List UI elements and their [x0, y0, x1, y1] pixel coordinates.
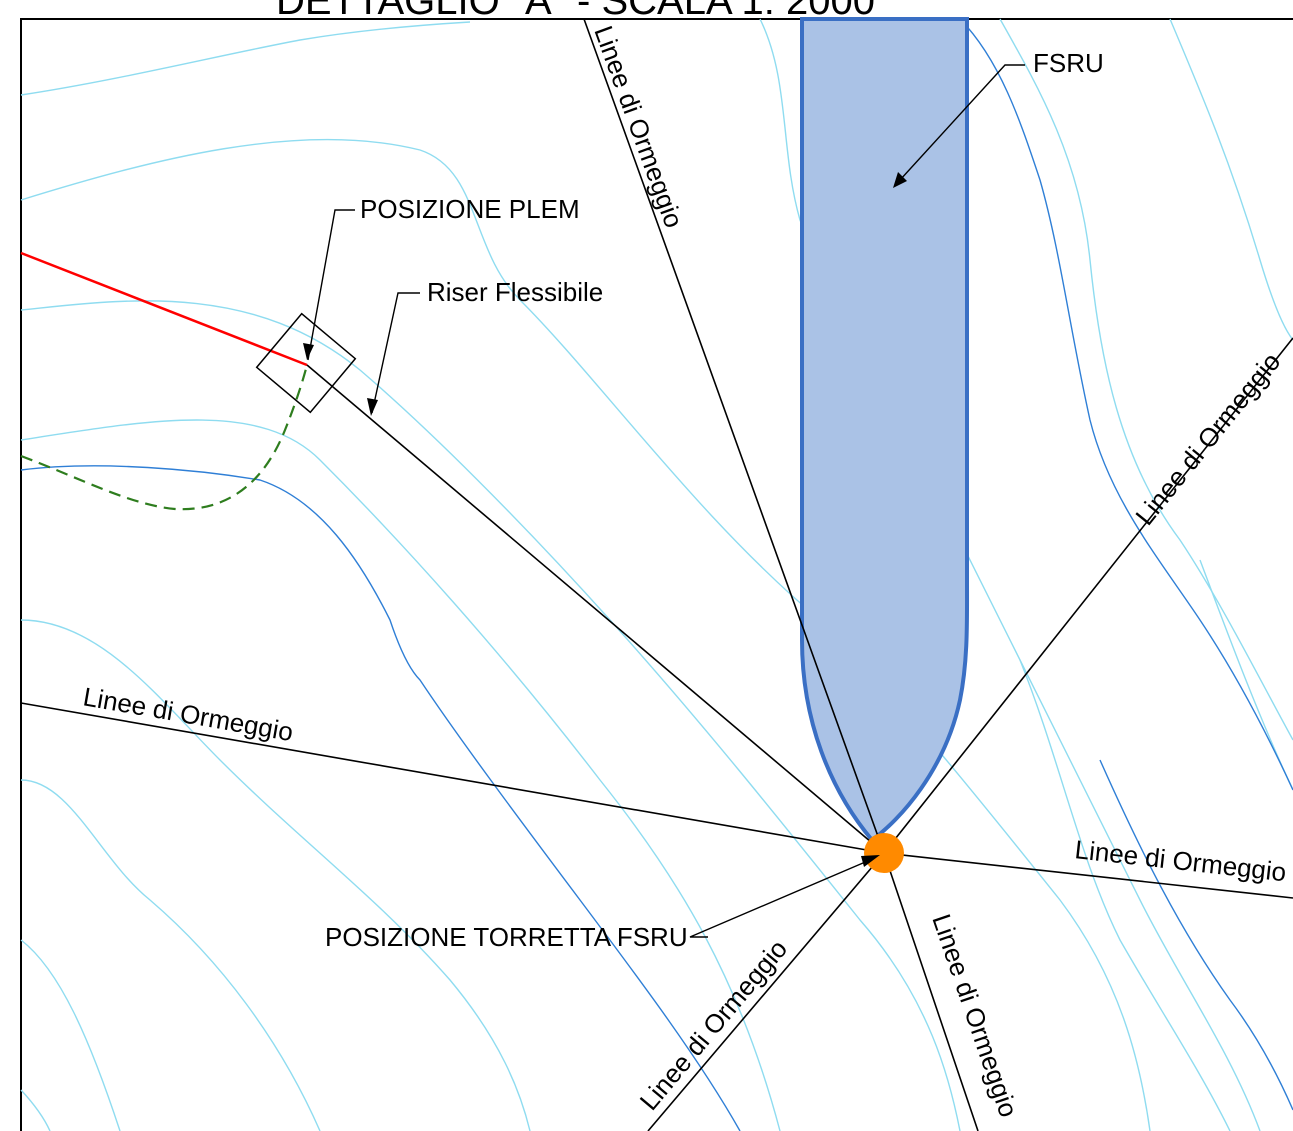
plem-arrowhead — [303, 343, 314, 360]
riser-leader — [371, 292, 420, 414]
contour-line — [999, 18, 1293, 741]
riser-line — [306, 364, 885, 854]
drawing-title: DETTAGLIO "A" - SCALA 1: 2000 — [276, 0, 875, 23]
contour-line — [1169, 18, 1293, 341]
mooring-line-northeast — [883, 337, 1293, 854]
contour-line — [959, 18, 1293, 791]
bathymetry-contours — [20, 18, 1293, 1131]
turret-marker — [864, 833, 904, 873]
contour-line — [1019, 659, 1231, 1131]
mooring-label-south: Linee di Ormeggio — [926, 910, 1024, 1121]
contour-line — [20, 21, 471, 96]
fsru-arrowhead — [893, 172, 907, 188]
contour-line — [20, 419, 781, 1131]
contour-line — [759, 18, 1261, 1131]
turret-arrowhead — [861, 855, 880, 867]
contour-line — [1099, 759, 1293, 1111]
mooring-label-north: Linee di Ormeggio — [588, 22, 689, 232]
fsru-label: FSRU — [1033, 48, 1104, 78]
drawing-frame — [20, 18, 1293, 1131]
dashed-route — [20, 364, 309, 511]
contour-line — [20, 779, 321, 1131]
leaders — [303, 64, 1025, 938]
contour-line — [20, 138, 1151, 1131]
riser-label: Riser Flessibile — [427, 277, 603, 307]
mooring-line-east — [883, 852, 1293, 899]
mooring-line-north — [583, 18, 885, 854]
contour-line — [20, 619, 531, 1131]
mooring-lines — [20, 18, 1293, 1131]
plem-square — [255, 312, 357, 414]
contour-line — [20, 465, 741, 1131]
mooring-line-south — [883, 852, 979, 1131]
mooring-label-east: Linee di Ormeggio — [1073, 834, 1287, 887]
mooring-label-northeast: Linee di Ormeggio — [1129, 347, 1286, 531]
mooring-label-west: Linee di Ormeggio — [81, 681, 295, 747]
mooring-label-southwest: Linee di Ormeggio — [634, 934, 794, 1116]
mooring-line-southwest — [647, 852, 885, 1131]
contour-line — [20, 300, 961, 1131]
contour-line — [20, 1089, 51, 1131]
plem-label: POSIZIONE PLEM — [360, 194, 580, 224]
fsru-leader — [899, 64, 1025, 181]
mooring-line-west — [20, 702, 885, 854]
turret-leader — [689, 859, 871, 938]
pipeline — [20, 251, 308, 367]
turret-label: POSIZIONE TORRETTA FSRU — [325, 922, 688, 952]
riser-arrowhead — [367, 398, 378, 416]
plem-leader — [307, 209, 355, 361]
fsru-vessel — [800, 17, 970, 843]
contour-line — [20, 939, 121, 1131]
